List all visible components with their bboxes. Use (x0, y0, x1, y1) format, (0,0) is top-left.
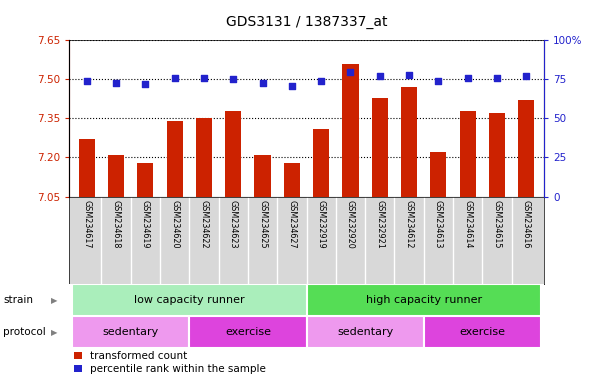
Bar (424, 316, 541, 348)
Bar (137, 163, 153, 197)
Text: exercise: exercise (225, 327, 271, 337)
Text: GSM232921: GSM232921 (375, 200, 384, 249)
Point (111, 79, 121, 86)
Bar (189, 316, 307, 348)
Point (404, 72, 414, 78)
Bar (489, 113, 505, 197)
Bar (254, 155, 270, 197)
Text: GSM232919: GSM232919 (317, 200, 326, 249)
Text: GSM234617: GSM234617 (82, 200, 91, 248)
Bar (430, 152, 447, 197)
Bar (72, 285, 307, 316)
Bar (79, 139, 95, 197)
Text: GSM234613: GSM234613 (434, 200, 443, 248)
Text: GSM234612: GSM234612 (404, 200, 413, 248)
Point (258, 79, 267, 86)
Text: ▶: ▶ (51, 296, 57, 305)
Text: GSM234616: GSM234616 (522, 200, 531, 248)
Point (170, 75, 180, 81)
Point (287, 83, 297, 89)
Bar (307, 285, 541, 316)
Bar (313, 129, 329, 197)
Text: GSM234623: GSM234623 (229, 200, 238, 248)
Point (316, 78, 326, 84)
Point (346, 68, 355, 74)
Bar (372, 98, 388, 197)
Point (228, 76, 238, 83)
Bar (166, 121, 183, 197)
Text: GSM234620: GSM234620 (170, 200, 179, 248)
Text: sedentary: sedentary (337, 327, 393, 337)
Text: ▶: ▶ (51, 328, 57, 336)
Text: high capacity runner: high capacity runner (365, 295, 482, 305)
Text: exercise: exercise (459, 327, 505, 337)
Text: GDS3131 / 1387337_at: GDS3131 / 1387337_at (226, 15, 387, 29)
Bar (343, 64, 359, 197)
Text: GSM234618: GSM234618 (112, 200, 121, 248)
Text: GSM234614: GSM234614 (463, 200, 472, 248)
Point (492, 75, 502, 81)
Text: GSM234619: GSM234619 (141, 200, 150, 248)
Bar (401, 87, 417, 197)
Point (463, 75, 472, 81)
Point (433, 78, 443, 84)
Text: low capacity runner: low capacity runner (134, 295, 245, 305)
Bar (307, 316, 424, 348)
Text: sedentary: sedentary (103, 327, 159, 337)
Text: GSM234622: GSM234622 (200, 200, 209, 249)
Point (375, 73, 385, 79)
Bar (108, 155, 124, 197)
Text: GSM234625: GSM234625 (258, 200, 267, 249)
Text: protocol: protocol (3, 327, 46, 337)
Text: GSM234627: GSM234627 (287, 200, 296, 249)
Bar (518, 100, 534, 197)
Bar (460, 111, 476, 197)
Bar (284, 163, 300, 197)
Text: GSM234615: GSM234615 (492, 200, 501, 248)
Point (522, 73, 531, 79)
Bar (196, 118, 212, 197)
Point (199, 75, 209, 81)
Legend: transformed count, percentile rank within the sample: transformed count, percentile rank withi… (75, 351, 266, 374)
Point (141, 81, 150, 87)
Text: strain: strain (3, 295, 33, 305)
Point (82, 78, 91, 84)
Bar (225, 111, 241, 197)
Bar (72, 316, 189, 348)
Text: GSM232920: GSM232920 (346, 200, 355, 249)
